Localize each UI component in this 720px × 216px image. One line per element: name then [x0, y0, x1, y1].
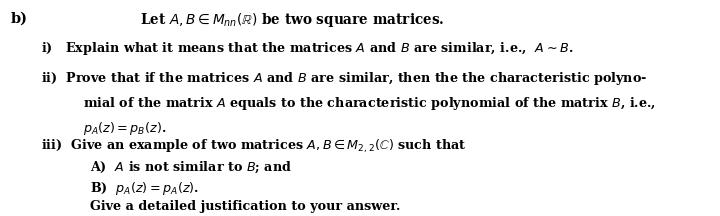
Text: $p_A(z) = p_B(z)$.: $p_A(z) = p_B(z)$.	[83, 120, 166, 137]
Text: mial of the matrix $A$ equals to the characteristic polynomial of the matrix $B$: mial of the matrix $A$ equals to the cha…	[83, 95, 656, 112]
Text: A)  $A$ is not similar to $B$; and: A) $A$ is not similar to $B$; and	[90, 160, 292, 175]
Text: i)   Explain what it means that the matrices $A$ and $B$ are similar, i.e.,  $A : i) Explain what it means that the matric…	[41, 40, 574, 57]
Text: Give a detailed justification to your answer.: Give a detailed justification to your an…	[90, 200, 400, 213]
Text: iii)  Give an example of two matrices $A, B \in M_{2,2}(\mathbb{C})$ such that: iii) Give an example of two matrices $A,…	[41, 138, 467, 156]
Text: ii)  Prove that if the matrices $A$ and $B$ are similar, then the the characteri: ii) Prove that if the matrices $A$ and $…	[41, 70, 647, 87]
Text: B)  $p_A(z) = p_A(z)$.: B) $p_A(z) = p_A(z)$.	[90, 180, 199, 197]
Text: Let $A, B \in M_{nn}(\mathbb{R})$ be two square matrices.: Let $A, B \in M_{nn}(\mathbb{R})$ be two…	[140, 11, 445, 29]
Text: b): b)	[11, 11, 28, 25]
